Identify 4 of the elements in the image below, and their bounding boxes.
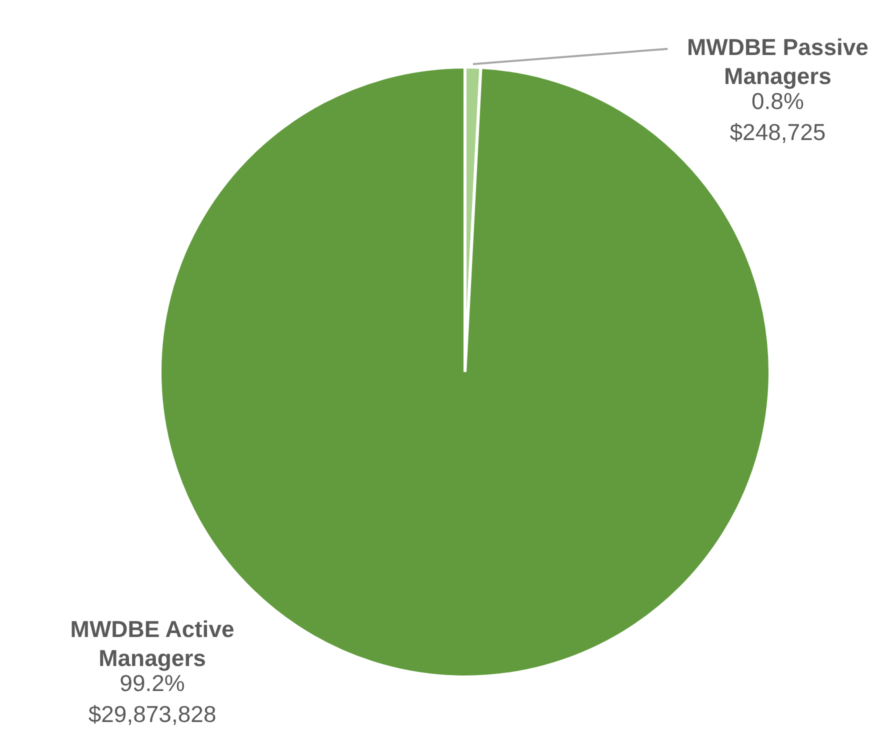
slice-label: MWDBE Active Managers	[70, 616, 234, 672]
data-label: 0.8% $248,725	[730, 88, 826, 145]
slice-label: MWDBE Passive Managers	[686, 34, 868, 89]
data-label: 99.2% $29,873,828	[88, 670, 216, 728]
